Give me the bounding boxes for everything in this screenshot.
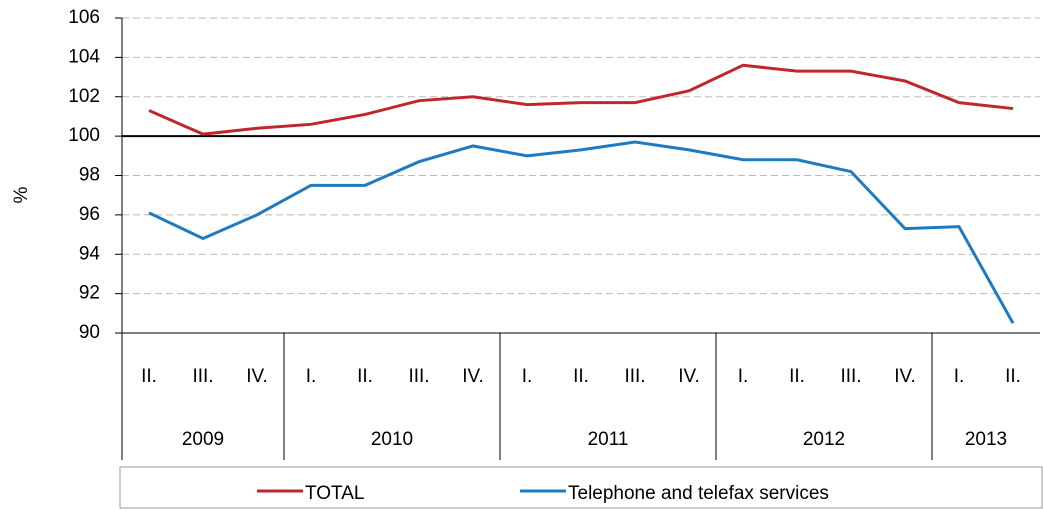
x-group-label: 2009 [182, 429, 224, 450]
x-tick-label: III. [840, 366, 861, 387]
legend-label: TOTAL [305, 483, 364, 504]
x-tick-label: II. [573, 366, 589, 387]
x-tick-label: IV. [462, 366, 484, 387]
x-tick-label: I. [738, 366, 749, 387]
legend-label: Telephone and telefax services [568, 483, 829, 504]
x-tick-label: I. [954, 366, 965, 387]
x-group-label: 2010 [371, 429, 413, 450]
x-tick-label: IV. [894, 366, 916, 387]
y-tick-label: 100 [68, 125, 100, 146]
x-tick-label: II. [357, 366, 373, 387]
x-tick-label: I. [522, 366, 533, 387]
x-tick-label: II. [141, 366, 157, 387]
y-tick-label: 104 [68, 46, 100, 67]
y-tick-label: 94 [79, 243, 101, 264]
y-tick-label: 102 [68, 86, 100, 107]
y-tick-label: 96 [79, 204, 100, 225]
x-group-label: 2012 [803, 429, 845, 450]
x-tick-label: III. [408, 366, 429, 387]
x-tick-label: III. [624, 366, 645, 387]
series-line [148, 63, 1014, 136]
y-axis-label: % [11, 186, 32, 203]
x-tick-label: II. [1005, 366, 1021, 387]
x-tick-label: IV. [246, 366, 268, 387]
x-tick-label: II. [789, 366, 805, 387]
series-line [148, 140, 1015, 324]
y-tick-label: 98 [79, 165, 100, 186]
y-tick-label: 92 [79, 283, 100, 304]
x-group-label: 2011 [588, 429, 629, 450]
x-tick-label: III. [192, 366, 213, 387]
x-tick-label: IV. [678, 366, 700, 387]
y-tick-label: 106 [68, 7, 100, 28]
legend-box [119, 466, 1043, 509]
y-tick-label: 90 [79, 322, 100, 343]
x-group-label: 2013 [965, 429, 1007, 450]
x-tick-label: I. [306, 366, 317, 387]
